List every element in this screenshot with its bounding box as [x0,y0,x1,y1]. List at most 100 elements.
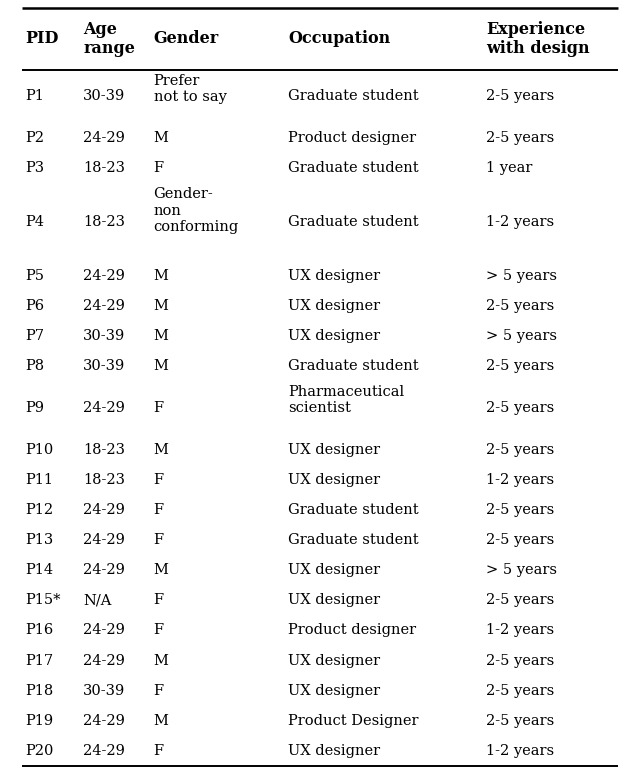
Text: F: F [154,401,164,415]
Text: Prefer
not to say: Prefer not to say [154,74,227,104]
Text: Pharmaceutical
scientist: Pharmaceutical scientist [288,385,404,415]
Text: F: F [154,161,164,176]
Text: M: M [154,132,168,146]
Text: F: F [154,683,164,697]
Text: P14: P14 [26,563,54,577]
Text: 24-29: 24-29 [83,503,125,517]
Text: P10: P10 [26,443,54,457]
Text: 18-23: 18-23 [83,443,125,457]
Text: P20: P20 [26,744,54,758]
Text: P7: P7 [26,329,45,343]
Text: 18-23: 18-23 [83,161,125,176]
Text: 2-5 years: 2-5 years [486,132,555,146]
Text: 1 year: 1 year [486,161,532,176]
Text: 2-5 years: 2-5 years [486,299,555,313]
Text: P2: P2 [26,132,45,146]
Text: P11: P11 [26,473,54,487]
Text: 1-2 years: 1-2 years [486,215,554,229]
Text: 24-29: 24-29 [83,132,125,146]
Text: P15*: P15* [26,594,61,608]
Text: 2-5 years: 2-5 years [486,683,555,697]
Text: P9: P9 [26,401,45,415]
Text: P16: P16 [26,623,54,638]
Text: 1-2 years: 1-2 years [486,473,554,487]
Text: 2-5 years: 2-5 years [486,594,555,608]
Text: F: F [154,623,164,638]
Text: Product designer: Product designer [288,623,416,638]
Text: UX designer: UX designer [288,563,380,577]
Text: P3: P3 [26,161,45,176]
Text: P13: P13 [26,533,54,547]
Text: 24-29: 24-29 [83,563,125,577]
Text: M: M [154,653,168,667]
Text: 2-5 years: 2-5 years [486,533,555,547]
Text: Graduate student: Graduate student [288,89,419,104]
Text: 2-5 years: 2-5 years [486,503,555,517]
Text: Product Designer: Product Designer [288,714,419,728]
Text: M: M [154,359,168,373]
Text: P5: P5 [26,269,45,283]
Text: P6: P6 [26,299,45,313]
Text: M: M [154,269,168,283]
Text: > 5 years: > 5 years [486,329,557,343]
Text: UX designer: UX designer [288,653,380,667]
Text: 1-2 years: 1-2 years [486,623,554,638]
Text: 2-5 years: 2-5 years [486,401,555,415]
Text: Gender-
non
conforming: Gender- non conforming [154,187,239,234]
Text: 30-39: 30-39 [83,683,125,697]
Text: 24-29: 24-29 [83,744,125,758]
Text: 18-23: 18-23 [83,473,125,487]
Text: 30-39: 30-39 [83,89,125,104]
Text: Graduate student: Graduate student [288,161,419,176]
Text: 24-29: 24-29 [83,533,125,547]
Text: M: M [154,563,168,577]
Text: 2-5 years: 2-5 years [486,359,555,373]
Text: > 5 years: > 5 years [486,563,557,577]
Text: 18-23: 18-23 [83,215,125,229]
Text: 24-29: 24-29 [83,623,125,638]
Text: F: F [154,533,164,547]
Text: N/A: N/A [83,594,111,608]
Text: 30-39: 30-39 [83,329,125,343]
Text: Graduate student: Graduate student [288,533,419,547]
Text: Product designer: Product designer [288,132,416,146]
Text: Experience
with design: Experience with design [486,20,590,57]
Text: Graduate student: Graduate student [288,215,419,229]
Text: Graduate student: Graduate student [288,503,419,517]
Text: Age
range: Age range [83,20,135,57]
Text: M: M [154,714,168,728]
Text: 2-5 years: 2-5 years [486,443,555,457]
Text: UX designer: UX designer [288,329,380,343]
Text: 1-2 years: 1-2 years [486,744,554,758]
Text: M: M [154,443,168,457]
Text: M: M [154,299,168,313]
Text: F: F [154,473,164,487]
Text: UX designer: UX designer [288,683,380,697]
Text: P4: P4 [26,215,45,229]
Text: M: M [154,329,168,343]
Text: P19: P19 [26,714,54,728]
Text: UX designer: UX designer [288,443,380,457]
Text: 24-29: 24-29 [83,401,125,415]
Text: Gender: Gender [154,30,219,47]
Text: > 5 years: > 5 years [486,269,557,283]
Text: 24-29: 24-29 [83,269,125,283]
Text: P8: P8 [26,359,45,373]
Text: UX designer: UX designer [288,594,380,608]
Text: 2-5 years: 2-5 years [486,89,555,104]
Text: 24-29: 24-29 [83,653,125,667]
Text: PID: PID [26,30,59,47]
Text: P18: P18 [26,683,54,697]
Text: UX designer: UX designer [288,269,380,283]
Text: P17: P17 [26,653,54,667]
Text: F: F [154,503,164,517]
Text: 24-29: 24-29 [83,299,125,313]
Text: 24-29: 24-29 [83,714,125,728]
Text: 2-5 years: 2-5 years [486,653,555,667]
Text: F: F [154,594,164,608]
Text: P12: P12 [26,503,54,517]
Text: Occupation: Occupation [288,30,390,47]
Text: 30-39: 30-39 [83,359,125,373]
Text: UX designer: UX designer [288,744,380,758]
Text: F: F [154,744,164,758]
